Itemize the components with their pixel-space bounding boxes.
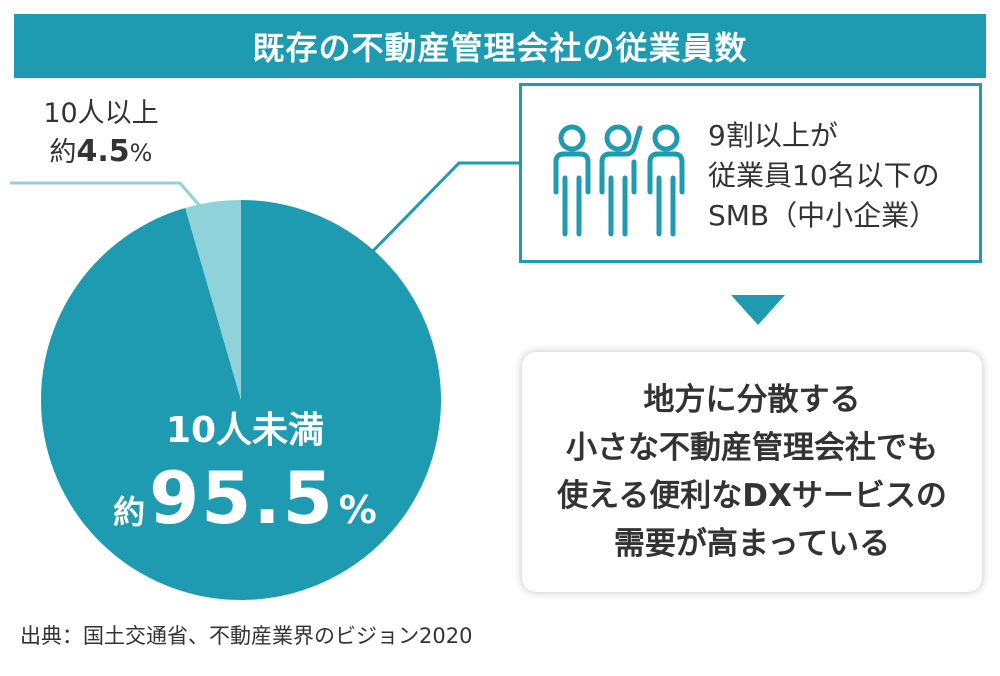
slice-value-small: 約4.5% [49,134,153,169]
conclusion-line-2: 小さな不動産管理会社でも [566,430,938,466]
title-bar: 既存の不動産管理会社の従業員数 [14,14,986,78]
conclusion-line-4: 需要が高まっている [613,526,891,562]
callout-line-3: SMB（中小企業） [708,199,938,232]
pie-slice-under-10 [41,200,442,601]
slice-value-large: 約 95.5 % [113,456,377,540]
slice-category-small: 10人以上 [43,98,159,129]
arrow-down-icon [731,295,785,325]
source-note: 出典：国土交通省、不動産業界のビジョン2020 [20,624,473,648]
pie-slice-10-plus [185,200,241,400]
conclusion-line-1: 地方に分散する [643,382,861,418]
callout-box: 9割以上が 従業員10名以下の SMB（中小企業） [519,83,982,263]
leader-line-small-slice [10,181,207,213]
chart-title: 既存の不動産管理会社の従業員数 [252,29,748,67]
callout-text: 9割以上が 従業員10名以下の SMB（中小企業） [708,116,940,236]
slice-label-small: 10人以上 約4.5% [26,95,176,172]
people-icon [553,124,685,237]
conclusion-line-3: 使える便利なDXサービスの [557,478,947,514]
slice-label-large: 10人未満 約 95.5 % [100,408,390,538]
callout-line-1: 9割以上が [708,119,838,152]
conclusion-box: 地方に分散する 小さな不動産管理会社でも 使える便利なDXサービスの 需要が高ま… [522,352,982,592]
slice-category-large: 10人未満 [165,410,325,451]
callout-line-2: 従業員10名以下の [708,159,940,192]
connector-line-callout [370,161,521,254]
